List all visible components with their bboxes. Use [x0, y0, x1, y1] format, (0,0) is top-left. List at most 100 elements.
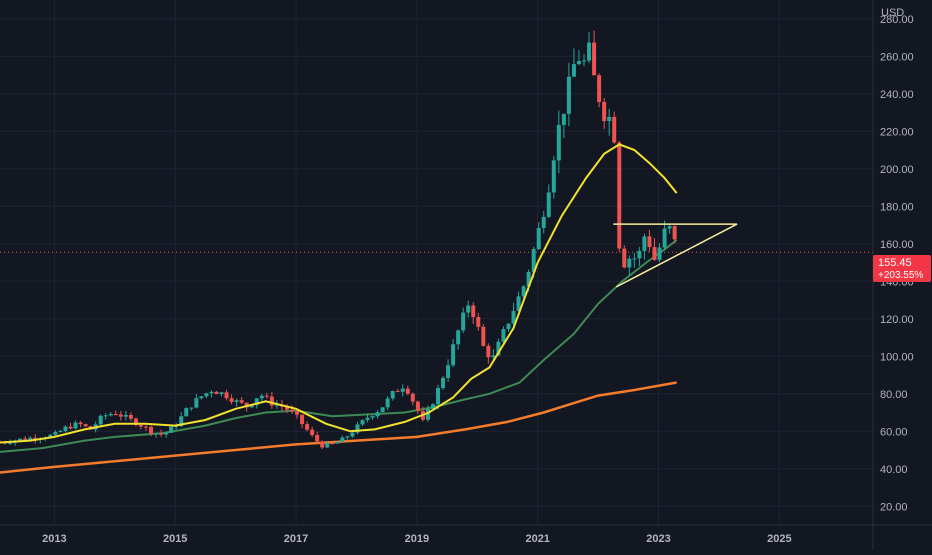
candle-up	[541, 216, 546, 228]
candle-down	[395, 391, 400, 393]
candle-up	[73, 422, 78, 429]
candle-up	[274, 404, 279, 406]
candle-up	[496, 341, 501, 356]
candle-down	[113, 414, 118, 416]
candle-down	[244, 402, 249, 408]
y-tick-label: 40.00	[880, 464, 908, 476]
candle-down	[330, 443, 335, 445]
candle-down	[647, 236, 652, 248]
candle-up	[642, 236, 647, 251]
last-price-badge: 155.45 +203.55%	[873, 255, 931, 282]
candle-down	[597, 75, 602, 102]
ma-fast-line	[0, 143, 678, 444]
candle-down	[229, 398, 234, 402]
candle-up	[199, 396, 204, 399]
candle-down	[315, 435, 320, 442]
candle-down	[652, 247, 657, 260]
candle-down	[290, 409, 295, 412]
candle-up	[667, 226, 672, 229]
candle-up	[526, 271, 531, 287]
ma-fast-series	[0, 143, 678, 444]
candle-up	[189, 407, 194, 409]
candle-up	[425, 409, 430, 420]
candle-up	[254, 398, 259, 406]
y-tick-label: 60.00	[880, 426, 908, 438]
candle-up	[204, 393, 209, 397]
candle-up	[48, 434, 53, 438]
candle-up	[8, 442, 13, 444]
candle-up	[446, 365, 451, 378]
candle-up	[340, 437, 345, 442]
last-price-badge-bg	[873, 255, 931, 282]
candle-down	[481, 326, 486, 346]
candle-up	[521, 286, 526, 297]
candle-up	[28, 437, 33, 440]
y-tick-label: 100.00	[880, 351, 914, 363]
candle-up	[360, 420, 365, 425]
candle-up	[582, 60, 587, 62]
y-tick-label: 160.00	[880, 239, 914, 251]
candle-down	[612, 116, 617, 143]
candle-down	[264, 395, 269, 397]
candle-up	[571, 64, 576, 77]
candle-up	[536, 227, 541, 250]
candle-down	[269, 396, 274, 406]
candle-up	[436, 387, 441, 405]
candle-up	[385, 398, 390, 408]
candle-down	[133, 418, 138, 425]
candle-down	[602, 101, 607, 122]
candle-down	[486, 345, 491, 358]
candle-up	[103, 415, 108, 417]
x-axis[interactable]: 2013 2015 2017 2019 2021 2023 2025	[0, 524, 932, 545]
candle-up	[566, 76, 571, 114]
candle-down	[320, 441, 325, 448]
last-price-value: 155.45	[878, 257, 912, 269]
candle-down	[224, 392, 229, 399]
candle-up	[506, 323, 511, 330]
y-tick-label: 180.00	[880, 201, 914, 213]
y-tick-label: 240.00	[880, 89, 914, 101]
y-tick-label: 120.00	[880, 314, 914, 326]
candle-up	[511, 310, 516, 324]
candle-up	[18, 438, 23, 441]
candle-down	[33, 437, 38, 440]
candle-up	[345, 436, 350, 438]
candle-up	[174, 426, 179, 428]
candle-up	[461, 312, 466, 331]
candle-up	[491, 355, 496, 358]
currency-label: USD	[881, 7, 904, 19]
x-tick-label: 2025	[767, 533, 791, 545]
candle-up	[627, 258, 632, 268]
y-tick-label: 280.00	[880, 14, 914, 26]
last-price-change: +203.55%	[878, 270, 923, 281]
x-tick-label: 2021	[525, 533, 549, 545]
candle-up	[380, 407, 385, 413]
candle-up	[350, 432, 355, 437]
candle-up	[98, 415, 103, 425]
candle-down	[78, 422, 83, 425]
candle-up	[259, 395, 264, 399]
candle-up	[249, 405, 254, 408]
candle-down	[405, 388, 410, 394]
y-tick-label: 20.00	[880, 501, 908, 513]
candle-up	[154, 433, 159, 435]
candle-up	[531, 249, 536, 272]
ma-mid-line	[0, 239, 678, 453]
y-tick-label: 260.00	[880, 51, 914, 63]
candle-up	[179, 416, 184, 427]
y-tick-label: 80.00	[880, 389, 908, 401]
candle-up	[430, 404, 435, 410]
candle-up	[551, 160, 556, 193]
candle-up	[587, 42, 592, 61]
candle-up	[53, 431, 58, 435]
candle-up	[209, 391, 214, 394]
candle-down	[159, 433, 164, 435]
candle-up	[325, 443, 330, 448]
triangle-pattern	[613, 223, 738, 288]
y-tick-label: 220.00	[880, 126, 914, 138]
candle-down	[295, 411, 300, 415]
candle-up	[451, 344, 456, 366]
